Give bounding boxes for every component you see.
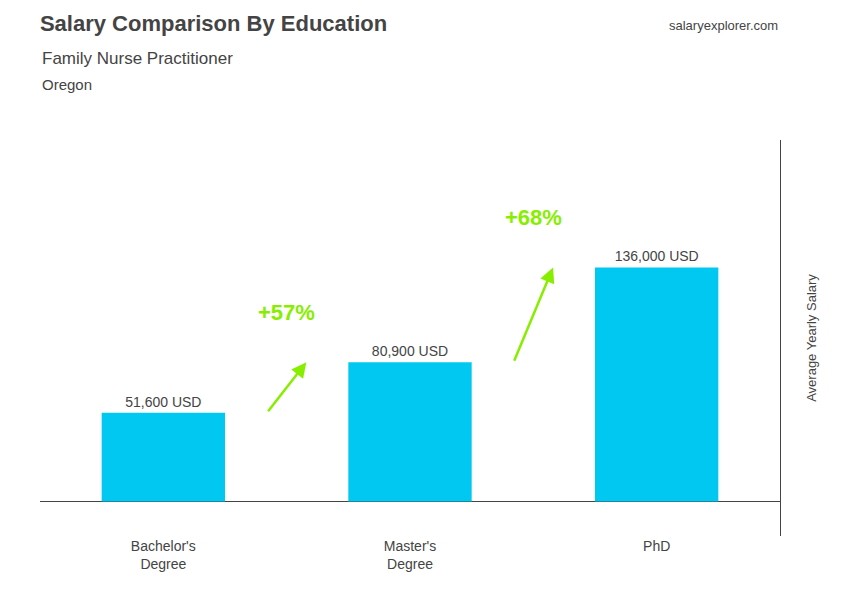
svg-text:Salary Comparison By Education: Salary Comparison By Education (40, 11, 387, 36)
svg-text:salaryexplorer.com: salaryexplorer.com (669, 18, 778, 33)
svg-text:Family Nurse Practitioner: Family Nurse Practitioner (42, 49, 233, 68)
svg-text:Oregon: Oregon (42, 76, 92, 93)
svg-text:80,900 USD: 80,900 USD (372, 343, 448, 359)
svg-text:Average Yearly Salary: Average Yearly Salary (804, 274, 819, 402)
svg-text:51,600 USD: 51,600 USD (125, 394, 201, 410)
svg-text:PhD: PhD (643, 538, 670, 554)
svg-text:136,000 USD: 136,000 USD (615, 248, 699, 264)
svg-text:+57%: +57% (258, 300, 315, 325)
svg-text:Bachelor'sDegree: Bachelor'sDegree (131, 538, 196, 572)
svg-text:Master'sDegree: Master'sDegree (384, 538, 436, 572)
svg-text:+68%: +68% (505, 205, 562, 230)
